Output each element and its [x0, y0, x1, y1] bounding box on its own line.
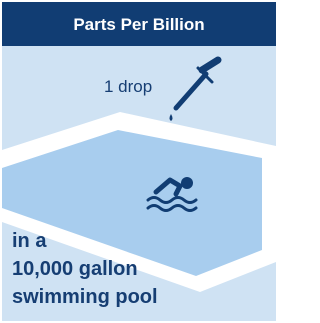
- infographic: Parts Per Billion 1 drop in a 10,000 gall…: [0, 0, 278, 323]
- drop-label: 1 drop: [104, 77, 152, 96]
- caption-line: in a: [12, 230, 47, 252]
- caption-line: swimming pool: [12, 286, 158, 308]
- caption-line: 10,000 gallon: [12, 258, 138, 280]
- page: {"header": {"title": "Parts Per Billion"…: [0, 0, 278, 323]
- header-title: Parts Per Billion: [73, 15, 204, 34]
